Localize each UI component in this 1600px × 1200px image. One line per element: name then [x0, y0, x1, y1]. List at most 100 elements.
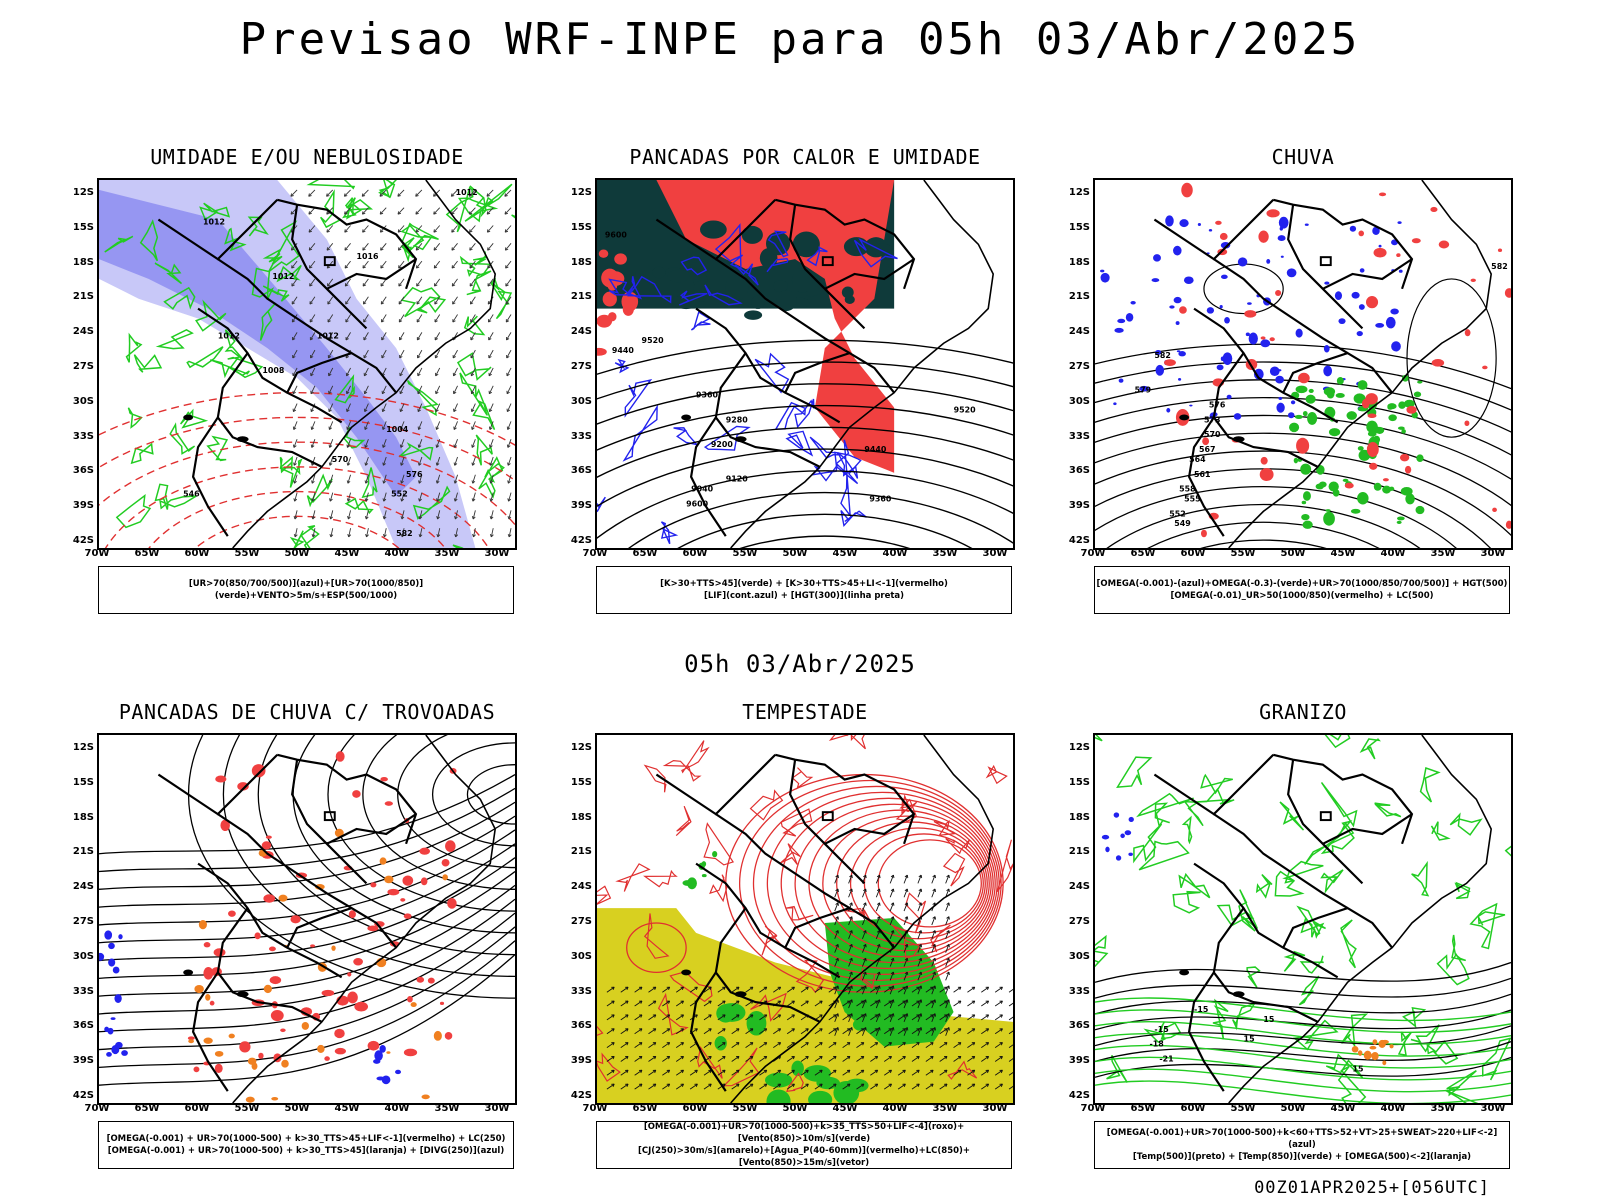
- latitude-label: 21S: [570, 846, 592, 858]
- contour-label: 9280: [726, 415, 749, 424]
- contour-label: 15: [1263, 1015, 1274, 1024]
- legend-box: [OMEGA(-0.001)-(azul)+OMEGA(-0.3)-(verde…: [1094, 566, 1510, 614]
- longitude-label: 50W: [782, 1103, 808, 1114]
- contour-label: 582: [1491, 262, 1508, 271]
- latitude-label: 42S: [72, 1090, 94, 1101]
- contour-label: 576: [1209, 401, 1226, 410]
- longitude-label: 60W: [184, 548, 210, 559]
- latitude-label: 12S: [570, 742, 592, 753]
- latitude-label: 18S: [1068, 811, 1090, 823]
- longitude-label: 65W: [134, 548, 160, 559]
- latitude-label: 36S: [570, 465, 592, 477]
- latitude-label: 42S: [570, 1090, 592, 1101]
- longitude-label: 45W: [832, 1103, 858, 1114]
- longitude-label: 70W: [84, 1103, 110, 1114]
- run-time-label: 00Z01APR2025+[056UTC]: [1254, 1178, 1490, 1198]
- legend-box: [OMEGA(-0.001)+UR>70(1000-500)+k>35_TTS>…: [596, 1121, 1012, 1169]
- latitude-label: 21S: [1068, 846, 1090, 858]
- contour-label: 576: [406, 470, 423, 479]
- forecast-map: 9600 9520 9440 9360 9280 9200 9120 9040 9600 9520…: [595, 178, 1015, 550]
- latitude-label: 27S: [1068, 916, 1090, 927]
- panel-title: UMIDADE E/OU NEBULOSIDADE: [150, 145, 464, 169]
- longitude-label: 60W: [184, 1103, 210, 1114]
- contour-label: -21: [1159, 1054, 1173, 1063]
- panel-title: CHUVA: [1271, 145, 1335, 169]
- legend-text: [OMEGA(-0.001)+UR>70(1000-500)+k<60+TTS>…: [1106, 1128, 1498, 1150]
- longitude-label: 30W: [1480, 548, 1506, 559]
- longitude-label: 40W: [1380, 1103, 1406, 1114]
- latitude-label: 42S: [72, 535, 94, 546]
- contour-label: 558: [1179, 485, 1196, 494]
- latitude-label: 30S: [72, 950, 94, 962]
- longitude-label: 70W: [1080, 548, 1106, 559]
- contour-label: 15: [1244, 1035, 1255, 1044]
- legend-text: [UR>70(850/700/500)](azul)+[UR>70(1000/8…: [188, 579, 424, 601]
- contour-label: 9040: [691, 485, 714, 494]
- latitude-label: 21S: [570, 291, 592, 303]
- longitude-label: 55W: [1230, 548, 1256, 559]
- contour-label: 9440: [612, 346, 635, 355]
- longitude-label: 30W: [484, 548, 510, 559]
- latitude-label: 36S: [1068, 465, 1090, 477]
- contour-label: 549: [1174, 519, 1191, 528]
- longitude-label: 35W: [434, 1103, 460, 1114]
- longitude-label: 45W: [1330, 1103, 1356, 1114]
- latitude-label: 15S: [1068, 221, 1090, 233]
- longitude-label: 60W: [1180, 548, 1206, 559]
- forecast-map: 1012 1012 1012 1016 1012 1012 1008 1004 552 570 57…: [97, 178, 517, 550]
- latitude-label: 18S: [570, 256, 592, 268]
- contour-label: 567: [1199, 445, 1216, 454]
- longitude-label: 55W: [234, 1103, 260, 1114]
- latitude-label: 33S: [1068, 430, 1090, 442]
- contour-label: 1012: [203, 218, 225, 227]
- latitude-label: 39S: [570, 1055, 592, 1067]
- latitude-label: 36S: [1068, 1020, 1090, 1032]
- latitude-label: 12S: [570, 187, 592, 198]
- latitude-label: 39S: [72, 1055, 94, 1067]
- contour-label: 1012: [317, 331, 339, 340]
- longitude-label: 55W: [1230, 1103, 1256, 1114]
- contour-label: 1012: [456, 188, 478, 197]
- latitude-label: 33S: [570, 430, 592, 442]
- longitude-label: 40W: [384, 1103, 410, 1114]
- longitude-label: 65W: [632, 1103, 658, 1114]
- contour-label: 582: [396, 529, 413, 538]
- forecast-map: 582 579 576 573 570 567 564 561 558 555 552 549 582: [1093, 178, 1513, 550]
- longitude-label: 30W: [484, 1103, 510, 1114]
- latitude-label: 21S: [72, 846, 94, 858]
- latitude-label: 33S: [570, 985, 592, 997]
- latitude-label: 42S: [570, 535, 592, 546]
- latitude-label: 42S: [1068, 535, 1090, 546]
- legend-text: [OMEGA(-0.001)+UR>70(1000-500)+k>35_TTS>…: [643, 1122, 965, 1144]
- longitude-label: 70W: [1080, 1103, 1106, 1114]
- contour-label: 1008: [262, 366, 285, 375]
- longitude-label: 70W: [84, 548, 110, 559]
- longitude-label: 70W: [582, 1103, 608, 1114]
- forecast-map: [595, 733, 1015, 1105]
- contour-label: 552: [1169, 509, 1186, 518]
- latitude-label: 36S: [72, 1020, 94, 1032]
- contour-label: 570: [1204, 430, 1221, 439]
- longitude-label: 65W: [134, 1103, 160, 1114]
- contour-label: 564: [1189, 455, 1206, 464]
- contour-label: 1004: [386, 425, 409, 434]
- legend-box: [OMEGA(-0.001)+UR>70(1000-500)+k<60+TTS>…: [1094, 1121, 1510, 1169]
- latitude-label: 39S: [1068, 1055, 1090, 1067]
- latitude-label: 24S: [1068, 881, 1090, 893]
- latitude-label: 30S: [570, 950, 592, 962]
- longitude-label: 45W: [334, 548, 360, 559]
- contour-label: 570: [332, 455, 349, 464]
- contour-label: 9600: [686, 499, 709, 508]
- forecast-map: [97, 733, 517, 1105]
- latitude-label: 15S: [570, 221, 592, 233]
- longitude-label: 45W: [832, 548, 858, 559]
- longitude-label: 60W: [682, 1103, 708, 1114]
- latitude-label: 27S: [1068, 361, 1090, 372]
- latitude-label: 30S: [1068, 950, 1090, 962]
- longitude-label: 50W: [284, 548, 310, 559]
- latitude-label: 18S: [72, 256, 94, 268]
- longitude-label: 50W: [1280, 1103, 1306, 1114]
- latitude-label: 42S: [1068, 1090, 1090, 1101]
- legend-text: [OMEGA(-0.001) + UR>70(1000-500) + k>30_…: [107, 1146, 505, 1156]
- contour-label: 1012: [272, 272, 294, 281]
